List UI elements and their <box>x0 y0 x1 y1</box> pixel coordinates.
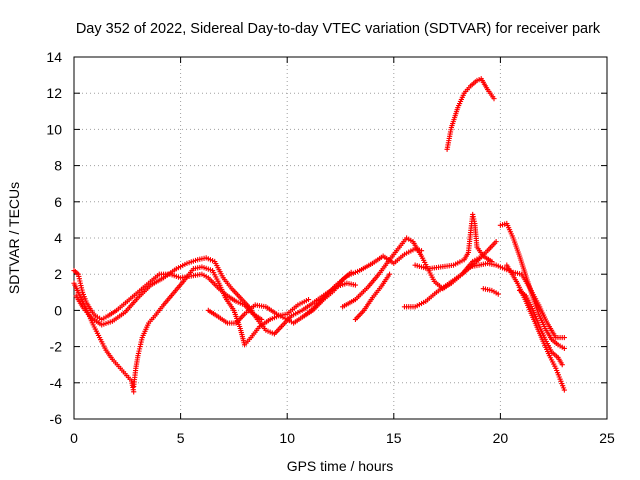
y-tick-label: -6 <box>50 411 63 427</box>
series-pass-12 <box>480 286 501 297</box>
data-point <box>559 362 565 368</box>
data-point <box>491 96 497 102</box>
series-pass-3 <box>131 264 312 390</box>
y-tick-label: -2 <box>50 339 63 355</box>
grid <box>74 57 607 419</box>
x-tick-label: 15 <box>386 430 402 446</box>
x-tick-label: 0 <box>70 430 78 446</box>
y-tick-label: 6 <box>54 194 62 210</box>
y-tick-label: 12 <box>46 85 62 101</box>
series-pass-11 <box>465 260 567 341</box>
chart-title: Day 352 of 2022, Sidereal Day-to-day VTE… <box>76 21 601 37</box>
x-tick-label: 25 <box>599 430 615 446</box>
y-tick-label: 8 <box>54 158 62 174</box>
x-tick-labels: 0 5 10 15 20 25 <box>70 430 615 446</box>
y-tick-label: 0 <box>54 302 62 318</box>
series-pass-13 <box>497 220 567 352</box>
series-pass-9 <box>401 239 499 310</box>
y-tick-label: 14 <box>46 49 62 65</box>
series-pass-8 <box>352 271 393 323</box>
data-point <box>493 239 499 245</box>
data-point <box>561 345 567 352</box>
series-pass-6 <box>301 269 354 319</box>
series-pass-15 <box>504 262 567 393</box>
series-pass-16 <box>444 76 497 152</box>
y-tick-labels: -6 -4 -2 0 2 4 6 8 10 12 14 <box>46 49 62 427</box>
y-tick-label: 2 <box>54 266 62 282</box>
data-point <box>348 269 354 275</box>
y-tick-label: 10 <box>46 121 62 137</box>
axis-ticks <box>73 56 608 420</box>
series-pass-2 <box>71 280 137 395</box>
y-tick-label: -4 <box>50 375 63 391</box>
series-pass-10 <box>412 211 495 272</box>
x-tick-label: 20 <box>493 430 509 446</box>
y-tick-label: 4 <box>54 230 62 246</box>
plot-frame <box>73 56 608 420</box>
x-axis-label: GPS time / hours <box>287 458 394 474</box>
data-point <box>561 387 567 393</box>
x-tick-label: 5 <box>177 430 185 446</box>
y-axis-label: SDTVAR / TECUs <box>6 182 22 294</box>
data-point <box>495 291 501 297</box>
data-point <box>386 271 393 277</box>
series-pass-4 <box>73 255 359 337</box>
data-point <box>352 282 359 288</box>
series-pass-7 <box>340 235 482 310</box>
data-point <box>305 296 312 303</box>
data-point <box>131 389 137 395</box>
data-marks <box>71 76 567 395</box>
data-point <box>561 334 567 341</box>
x-tick-label: 10 <box>279 430 295 446</box>
